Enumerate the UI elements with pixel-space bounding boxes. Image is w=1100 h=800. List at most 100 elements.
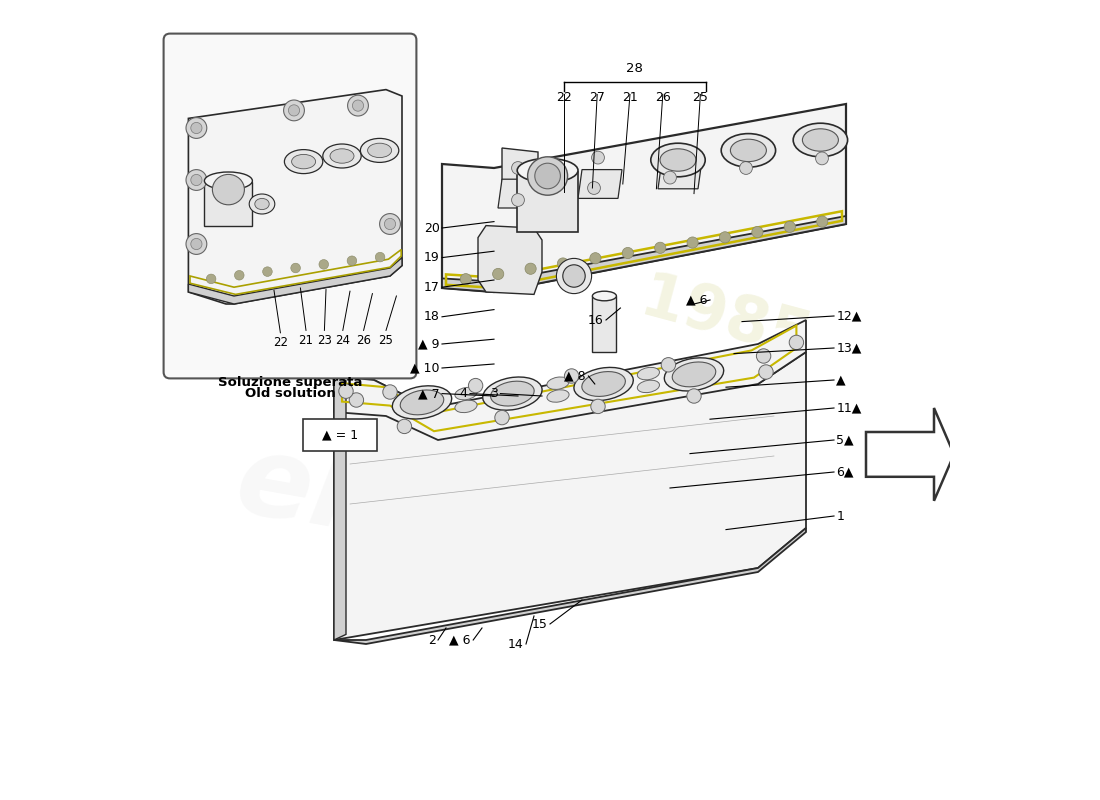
Ellipse shape (517, 158, 578, 182)
Circle shape (234, 270, 244, 280)
Ellipse shape (535, 163, 560, 189)
Circle shape (190, 174, 202, 186)
Text: 13▲: 13▲ (836, 342, 861, 354)
Text: 28: 28 (626, 62, 644, 75)
Text: elc: elc (229, 428, 424, 564)
Circle shape (319, 259, 329, 269)
Circle shape (557, 258, 592, 294)
Text: 6▲: 6▲ (836, 466, 854, 478)
Circle shape (186, 234, 207, 254)
Ellipse shape (455, 400, 477, 413)
Text: Soluzione superata: Soluzione superata (218, 376, 362, 389)
Ellipse shape (250, 194, 275, 214)
Circle shape (383, 385, 397, 399)
Text: 23: 23 (317, 334, 332, 347)
Text: ▲ 6: ▲ 6 (322, 434, 343, 446)
Ellipse shape (593, 291, 616, 301)
Ellipse shape (722, 134, 776, 167)
Polygon shape (502, 148, 538, 196)
Circle shape (512, 162, 525, 174)
Polygon shape (866, 408, 954, 501)
Text: 22: 22 (273, 336, 288, 349)
Polygon shape (334, 376, 346, 640)
Ellipse shape (361, 138, 399, 162)
Circle shape (384, 218, 396, 230)
Text: ▲ 6: ▲ 6 (449, 634, 471, 646)
Text: ▲ 9: ▲ 9 (418, 338, 440, 350)
Text: 21: 21 (298, 334, 314, 347)
Ellipse shape (292, 154, 316, 169)
Circle shape (288, 105, 299, 116)
Circle shape (815, 152, 828, 165)
Circle shape (375, 252, 385, 262)
Text: 20: 20 (424, 222, 440, 234)
Polygon shape (478, 226, 542, 294)
Circle shape (186, 118, 207, 138)
Ellipse shape (393, 386, 452, 419)
Text: 25: 25 (378, 334, 394, 347)
Text: 11▲: 11▲ (836, 402, 861, 414)
Ellipse shape (582, 371, 626, 397)
Circle shape (623, 247, 634, 258)
Text: ▲ 6: ▲ 6 (686, 294, 707, 306)
Circle shape (590, 253, 601, 264)
Circle shape (564, 369, 579, 383)
Ellipse shape (455, 387, 477, 400)
Circle shape (397, 419, 411, 434)
Circle shape (757, 349, 771, 363)
Text: 14: 14 (508, 638, 524, 650)
Circle shape (460, 274, 472, 285)
Text: 5▲: 5▲ (836, 434, 854, 446)
Circle shape (190, 122, 202, 134)
Text: 2: 2 (428, 634, 436, 646)
Polygon shape (498, 179, 542, 208)
Circle shape (348, 256, 356, 266)
Text: ▲ 7: ▲ 7 (418, 387, 440, 400)
Text: 1: 1 (836, 510, 845, 522)
Circle shape (290, 263, 300, 273)
Text: 4: 4 (460, 387, 467, 400)
Circle shape (284, 100, 305, 121)
Polygon shape (442, 216, 846, 292)
Text: 27: 27 (590, 91, 605, 104)
Circle shape (352, 100, 364, 111)
Circle shape (186, 170, 207, 190)
Ellipse shape (637, 380, 660, 393)
Ellipse shape (528, 157, 568, 195)
Ellipse shape (330, 149, 354, 163)
Text: 26: 26 (654, 91, 671, 104)
Ellipse shape (483, 377, 542, 410)
Ellipse shape (367, 143, 392, 158)
Circle shape (348, 95, 369, 116)
Ellipse shape (400, 390, 443, 415)
Ellipse shape (322, 144, 361, 168)
Text: ▲ 8: ▲ 8 (564, 370, 586, 382)
Circle shape (591, 399, 605, 414)
Text: 3: 3 (491, 387, 498, 400)
Polygon shape (334, 320, 806, 440)
Text: a po: a po (386, 542, 554, 610)
Ellipse shape (660, 149, 696, 171)
Circle shape (784, 222, 795, 233)
Circle shape (663, 171, 676, 184)
Ellipse shape (793, 123, 848, 157)
Circle shape (654, 242, 666, 254)
Text: 22: 22 (556, 91, 572, 104)
Text: 24: 24 (336, 334, 350, 347)
Ellipse shape (672, 362, 716, 387)
Text: ▲ = 1: ▲ = 1 (322, 429, 359, 442)
Text: 17: 17 (424, 281, 440, 294)
Circle shape (686, 389, 701, 403)
FancyBboxPatch shape (164, 34, 417, 378)
Ellipse shape (285, 150, 322, 174)
Circle shape (339, 384, 353, 398)
Ellipse shape (547, 377, 569, 390)
Circle shape (190, 238, 202, 250)
Polygon shape (205, 182, 252, 226)
Circle shape (789, 335, 804, 350)
Ellipse shape (664, 358, 724, 391)
Circle shape (207, 274, 216, 284)
Text: 16: 16 (587, 314, 604, 326)
Text: 12▲: 12▲ (836, 310, 861, 322)
Circle shape (592, 151, 604, 164)
